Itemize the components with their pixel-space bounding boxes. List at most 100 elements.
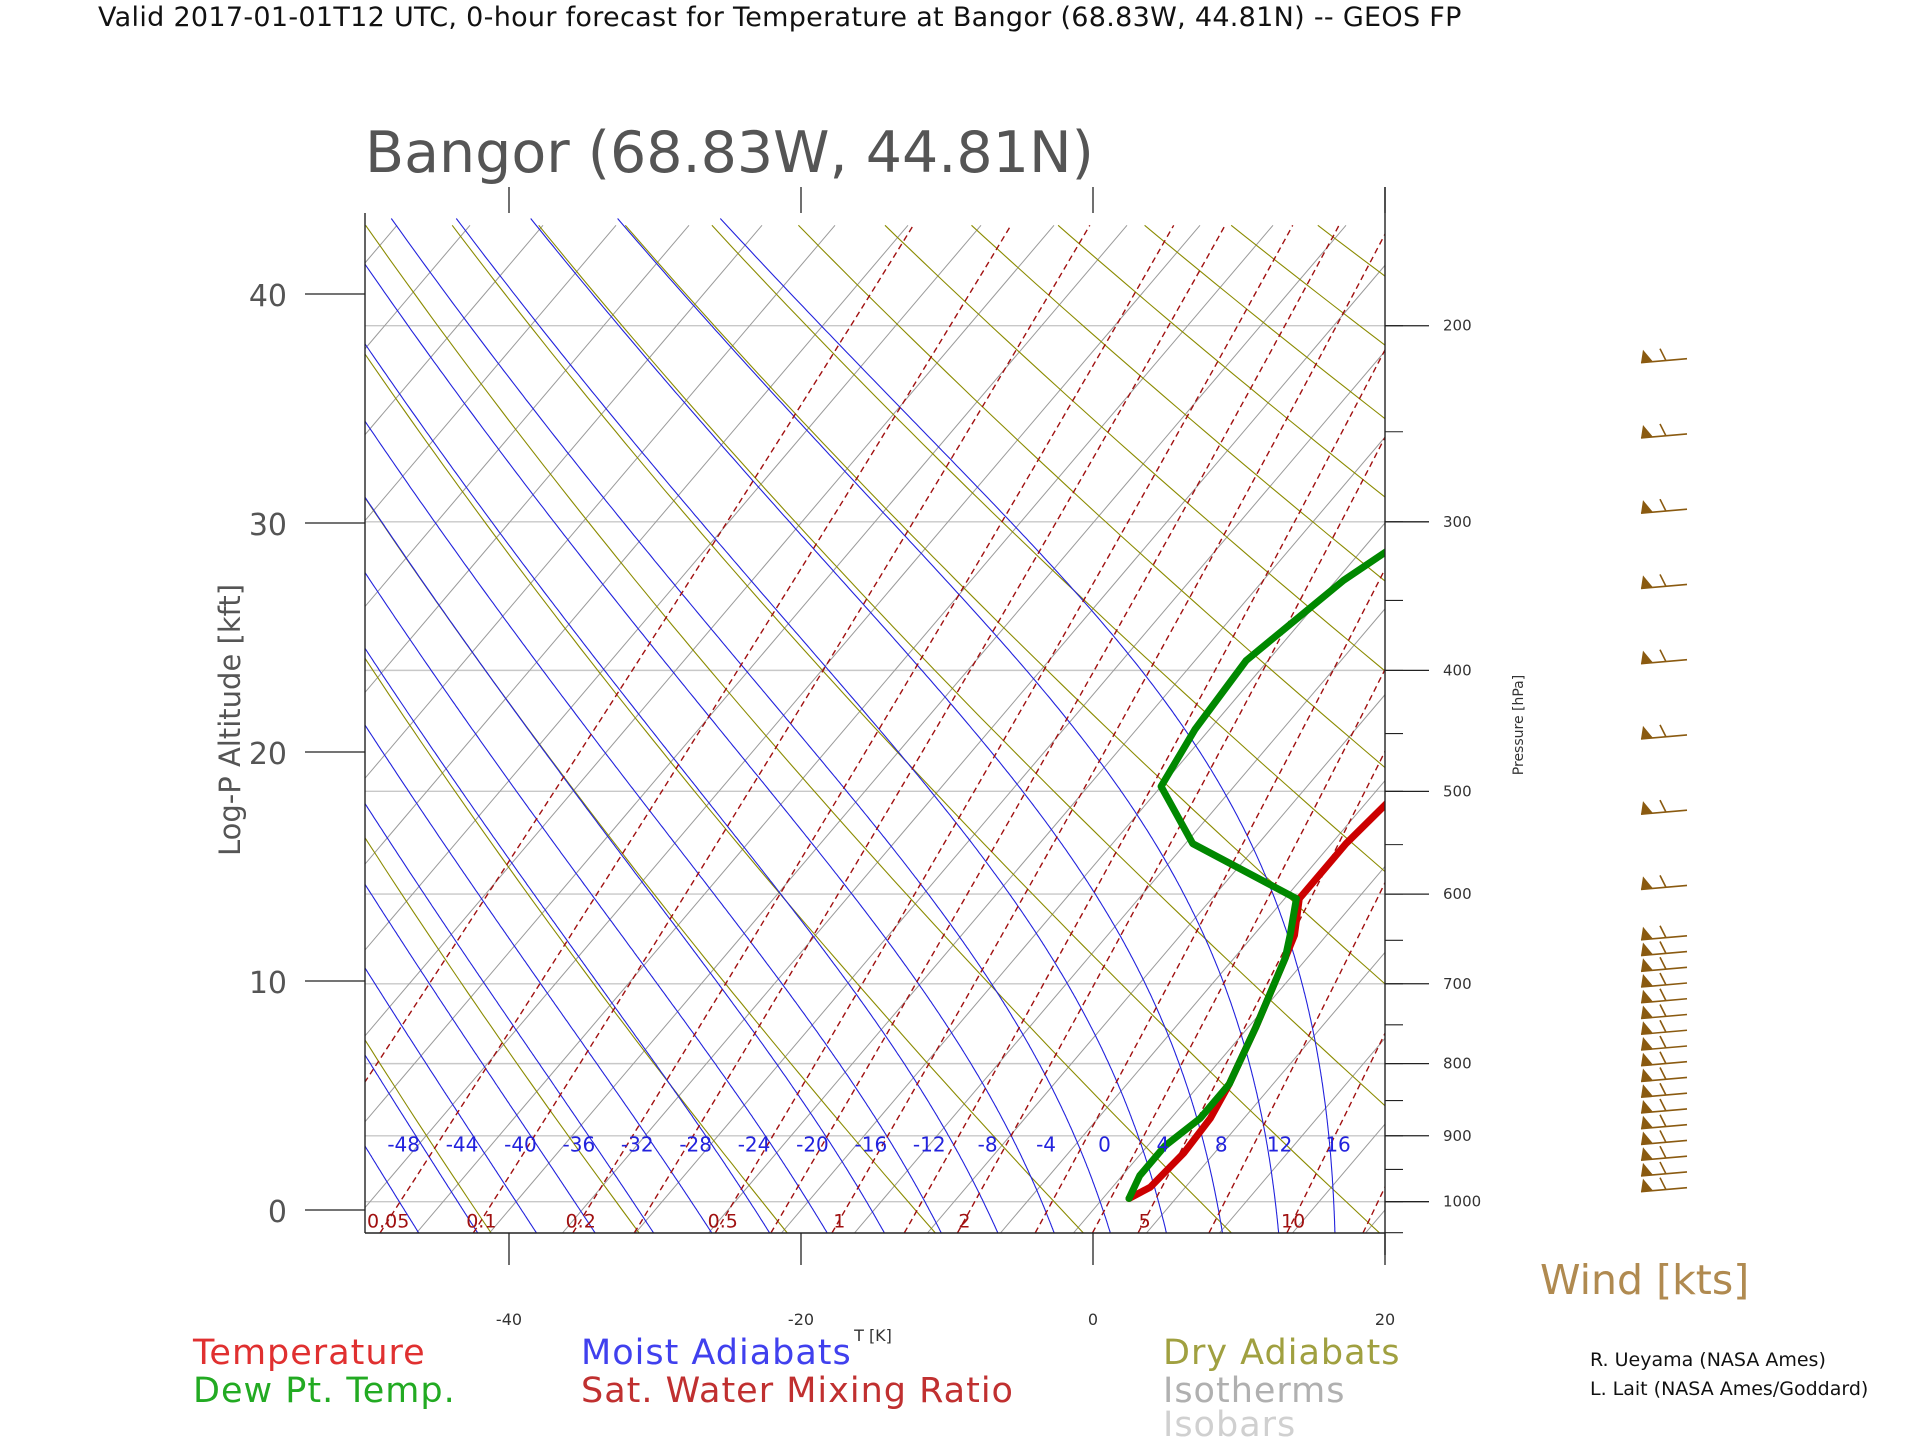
isotherm-line (0, 225, 32, 1233)
isotherm-line (709, 225, 1565, 1233)
wind-barb-flag (1641, 974, 1653, 987)
dry-adiabat-line (0, 225, 343, 1233)
wind-barb-feather (1660, 349, 1666, 361)
dry-adiabat-line (1491, 225, 1920, 1233)
pressure-tick-label: 300 (1443, 513, 1472, 531)
isotherm-line (0, 225, 616, 1233)
isotherm-line (1001, 225, 1857, 1233)
moist-adiabat-line (72, 297, 660, 1243)
wind-barb-feather (1660, 1162, 1666, 1174)
wind-barb-flag (1641, 1021, 1653, 1034)
wind-barb-flag (1641, 958, 1653, 971)
mixing-ratio-label: 10 (1281, 1210, 1305, 1232)
pressure-tick-label: 1000 (1443, 1193, 1481, 1211)
moist-adiabat-label: -44 (446, 1133, 479, 1157)
legend-dry-adiabats: Dry Adiabats (1163, 1333, 1401, 1373)
wind-barb-feather (1660, 1083, 1666, 1095)
pressure-tick-label: 500 (1443, 782, 1472, 800)
mixing-ratio-label: 1 (833, 1210, 845, 1232)
wind-barb-feather (1660, 1178, 1666, 1190)
chart-title: Bangor (68.83W, 44.81N) (365, 120, 1094, 186)
dry-adiabat-line (1231, 225, 1920, 1233)
pressure-tick-label: 900 (1443, 1127, 1472, 1145)
moist-adiabat-label: -20 (796, 1133, 829, 1157)
axes-layer (305, 187, 1429, 1265)
wind-barb (1641, 1052, 1687, 1066)
dry-adiabat-line (1751, 225, 1920, 1233)
moist-adiabat-line (48, 326, 602, 1244)
isotherms-layer (0, 225, 1920, 1233)
wind-barb-flag (1641, 1068, 1653, 1081)
wind-barb (1641, 1146, 1687, 1160)
mixing-ratio-line (715, 225, 1292, 1233)
wind-barb-flag (1641, 425, 1653, 438)
wind-barb-feather (1660, 725, 1666, 737)
moist-adiabat-label: -28 (679, 1133, 712, 1157)
moist-adiabat-label: -24 (738, 1133, 771, 1157)
dry-adiabat-line (972, 225, 1920, 1233)
y-tick-label: 20 (249, 737, 287, 772)
mixing-ratio-label: 0.1 (466, 1210, 496, 1232)
isotherm-line (125, 225, 981, 1233)
wind-barb (1641, 1067, 1687, 1081)
wind-barb-flag (1641, 990, 1653, 1003)
wind-barb (1641, 989, 1687, 1003)
x-axis-label: T [K] (853, 1326, 892, 1345)
dry-adiabat-line (1577, 225, 1920, 1233)
dry-adiabat-line (1664, 225, 1920, 1233)
isotherm-line (52, 225, 908, 1233)
isotherm-line (855, 225, 1711, 1233)
wind-barb (1641, 1115, 1687, 1129)
wind-barb-feather (1660, 1146, 1666, 1158)
wind-barb (1641, 875, 1687, 889)
wind-barb (1641, 926, 1687, 940)
wind-barb-feather (1660, 973, 1666, 985)
isotherm-line (0, 225, 835, 1233)
wind-barb-flag (1641, 1179, 1653, 1192)
wind-barb-feather (1660, 650, 1666, 662)
moist-adiabat-line (190, 219, 890, 1244)
isotherm-line (782, 225, 1638, 1233)
wind-barb (1641, 957, 1687, 971)
dry-adiabat-line (193, 225, 936, 1233)
isotherm-line (1147, 225, 1920, 1233)
wind-barb-flag (1641, 801, 1653, 814)
credit-line-1: R. Ueyama (NASA Ames) (1590, 1349, 1826, 1371)
dry-adiabat-line (19, 225, 639, 1233)
wind-barb-flag (1641, 1131, 1653, 1144)
moist-adiabat-label: -16 (855, 1133, 888, 1157)
dry-adiabat-line (279, 225, 1083, 1233)
pressure-tick-label: 200 (1443, 317, 1472, 335)
isotherm-line (928, 225, 1784, 1233)
moist-adiabat-line (618, 219, 1280, 1244)
mixing-ratio-line (1035, 225, 1557, 1233)
wind-barb (1641, 1162, 1687, 1176)
moist-adiabat-line (25, 357, 544, 1243)
isotherm-line (0, 225, 543, 1233)
mixing-ratio-label: 0.2 (566, 1210, 596, 1232)
wind-barb-feather (1660, 1067, 1666, 1079)
wind-barb-flag (1641, 1005, 1653, 1018)
wind-barb (1641, 942, 1687, 956)
mixing-ratio-label: 5 (1139, 1210, 1151, 1232)
mixing-ratio-line (573, 225, 1174, 1233)
isotherm-line (1293, 225, 1920, 1233)
mixing-ratio-line (473, 225, 1089, 1233)
wind-barb-flag (1641, 1163, 1653, 1176)
y-tick-label: 30 (249, 508, 287, 543)
wind-barb-flag (1641, 943, 1653, 956)
moist-adiabat-line (282, 219, 1003, 1244)
x-tick-label: 20 (1375, 1310, 1395, 1329)
wind-barb-flag (1641, 726, 1653, 739)
legend-isobars: Isobars (1163, 1405, 1296, 1445)
wind-barb (1641, 574, 1687, 588)
mixing-ratio-label: 0.05 (367, 1210, 409, 1232)
pressure-tick-label: 800 (1443, 1055, 1472, 1073)
mixing-ratio-line (904, 225, 1449, 1233)
dry-adiabat-line (366, 225, 1232, 1233)
wind-barb (1641, 973, 1687, 987)
isotherm-line (0, 225, 324, 1233)
wind-barb-feather (1660, 800, 1666, 812)
moist-adiabat-label: 12 (1267, 1133, 1292, 1157)
y-tick-label: 0 (268, 1195, 287, 1230)
